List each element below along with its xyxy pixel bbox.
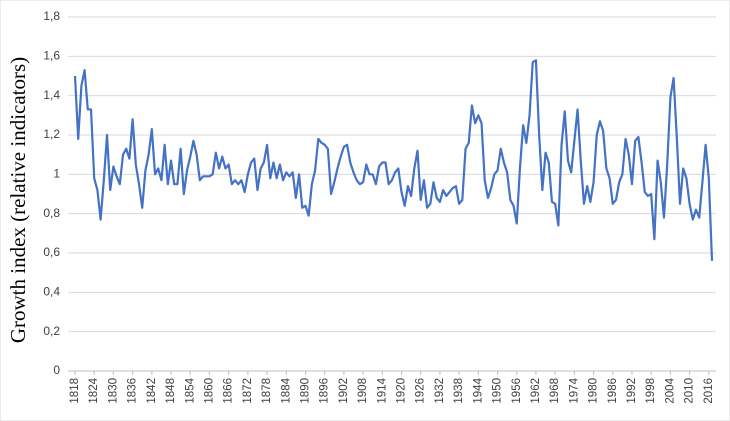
x-tick-label: 1818	[69, 378, 81, 404]
x-tick-label: 1920	[396, 378, 408, 404]
x-tick-label: 1854	[184, 377, 196, 403]
y-tick-label: 1,8	[43, 9, 60, 23]
y-tick-label: 0	[53, 363, 60, 377]
x-tick-label: 1926	[415, 378, 427, 404]
x-tick-label: 1866	[223, 378, 235, 404]
x-tick-label: 1962	[530, 378, 542, 404]
x-tick-label: 1986	[607, 378, 619, 404]
x-tick-label: 1890	[300, 378, 312, 404]
x-tick-label: 1974	[568, 377, 580, 403]
x-tick-label: 1884	[280, 377, 292, 403]
y-tick-label: 0,6	[43, 245, 60, 259]
x-tick-label: 1830	[107, 378, 119, 404]
x-tick-label: 1980	[588, 378, 600, 404]
x-tick-label: 1878	[261, 378, 273, 404]
x-tick-label: 1938	[453, 378, 465, 404]
x-tick-label: 1992	[626, 378, 638, 404]
x-tick-label: 1872	[242, 378, 254, 404]
x-tick-label: 2010	[684, 378, 696, 404]
x-tick-label: 1842	[146, 378, 158, 404]
x-tick-label: 2016	[703, 378, 715, 404]
data-line	[73, 59, 714, 261]
y-tick-label: 0,4	[43, 285, 60, 299]
y-tick-label: 1	[53, 167, 60, 181]
x-tick-label: 1836	[127, 378, 139, 404]
x-tick-label: 1902	[338, 378, 350, 404]
y-axis-label: Growth index (relative indicators)	[6, 57, 30, 343]
x-tick-label: 1956	[511, 378, 523, 404]
y-tick-label: 1,4	[43, 88, 60, 102]
y-tick-label: 0,8	[43, 206, 60, 220]
y-tick-label: 0,2	[43, 324, 60, 338]
x-tick-label: 1860	[203, 378, 215, 404]
x-tick-label: 2004	[664, 377, 676, 403]
x-tick-label: 1998	[645, 378, 657, 404]
x-tick-label: 1950	[492, 378, 504, 404]
x-tick-label: 1932	[434, 378, 446, 404]
x-tick-label: 1824	[88, 377, 100, 403]
y-tick-label: 1,6	[43, 49, 60, 63]
x-tick-label: 1914	[376, 377, 388, 403]
x-tick-label: 1968	[549, 378, 561, 404]
x-tick-label: 1908	[357, 378, 369, 404]
x-tick-label: 1896	[319, 378, 331, 404]
y-tick-label: 1,2	[43, 127, 60, 141]
x-tick-label: 1848	[165, 378, 177, 404]
x-tick-label: 1944	[472, 377, 484, 403]
